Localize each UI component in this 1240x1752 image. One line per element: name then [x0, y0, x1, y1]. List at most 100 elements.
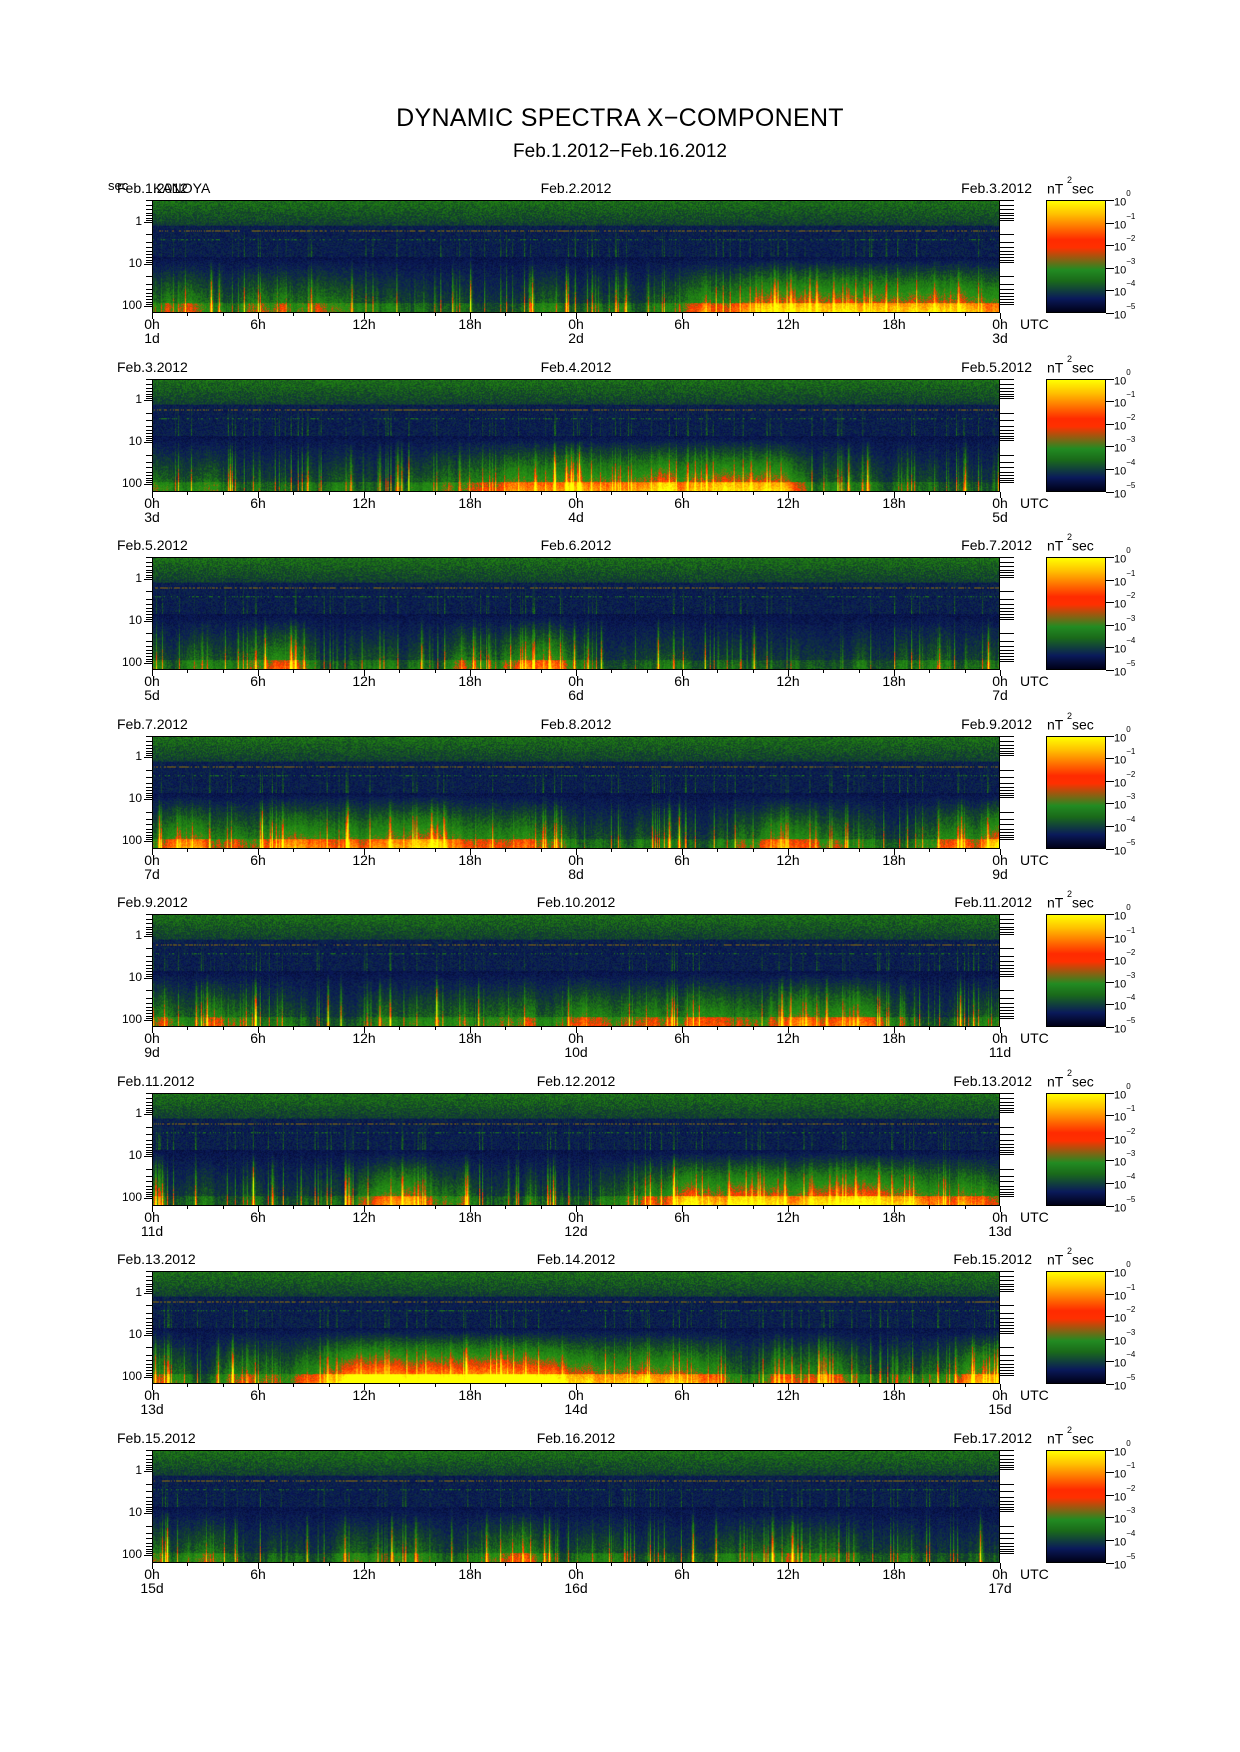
colorbar-label: 10−1: [1114, 747, 1136, 767]
panel-date-left: Feb.3.2012: [117, 358, 188, 375]
y-minor-tick-right: [1000, 1449, 1014, 1451]
y-minor-tick: [146, 1017, 152, 1019]
x-tick-label: 6h: [674, 494, 690, 511]
colorbar-label: 10−1: [1114, 568, 1136, 589]
y-minor-tick: [146, 1112, 152, 1114]
colorbar-label: 10−2: [1114, 1483, 1136, 1504]
y-minor-tick: [146, 640, 152, 642]
day-label: 13d: [140, 1401, 164, 1417]
y-minor-tick: [146, 608, 152, 610]
y-minor-tick-right: [1000, 1146, 1014, 1148]
spectra-panel: Feb.15.2012 Feb.16.2012 Feb.17.2012 nT 2sec…: [0, 1416, 1240, 1596]
x-tick-mark: [788, 1562, 789, 1569]
x-tick-mark: [788, 1205, 789, 1212]
y-tick-mark: [144, 484, 152, 486]
y-minor-tick-right: [1000, 200, 1014, 201]
x-tick-mark: [434, 670, 436, 673]
y-minor-tick: [146, 1491, 152, 1493]
x-tick-label: 18h: [882, 1565, 906, 1582]
y-minor-tick: [146, 591, 152, 593]
y-minor-tick: [146, 215, 152, 217]
colorbar-tick: [1106, 959, 1114, 961]
colorbar-label: 10−3: [1114, 970, 1136, 991]
y-tick-mark: [144, 662, 152, 664]
x-tick-label: 0h: [568, 316, 584, 332]
colorbar-label: 10−1: [1114, 1461, 1136, 1481]
x-tick-label: 18h: [882, 1208, 906, 1225]
x-tick-mark: [894, 1205, 895, 1212]
x-tick-mark: [399, 491, 401, 495]
x-tick-label: 6h: [250, 1030, 266, 1046]
y-tick-label: 1: [135, 213, 142, 228]
y-minor-tick: [146, 1325, 152, 1327]
y-minor-tick: [146, 834, 152, 836]
x-tick-mark: [611, 1205, 613, 1209]
colorbar: [1046, 735, 1106, 849]
x-tick-mark: [258, 313, 259, 319]
x-tick-label: 0h: [144, 1565, 160, 1582]
colorbar-tick: [1106, 825, 1114, 827]
x-tick-mark: [540, 1384, 542, 1387]
y-minor-tick-right: [1000, 990, 1014, 992]
y-unit-label: sec: [108, 178, 129, 193]
y-minor-tick-right: [1000, 247, 1014, 249]
y-minor-tick: [146, 1364, 152, 1366]
colorbar-tick: [1106, 1384, 1114, 1385]
y-minor-tick-right: [1000, 1469, 1014, 1471]
x-tick-label: 12h: [776, 1387, 800, 1403]
y-minor-tick-right: [1000, 438, 1014, 440]
x-tick-mark: [152, 670, 153, 676]
panel-date-left: Feb.9.2012: [117, 894, 188, 910]
y-minor-tick: [146, 1454, 152, 1456]
y-minor-tick: [146, 200, 152, 201]
x-tick-label: 6h: [674, 673, 690, 689]
day-label: 7d: [144, 865, 160, 882]
x-tick-mark: [187, 670, 189, 673]
y-minor-tick: [146, 795, 152, 797]
colorbar-label: 10−4: [1114, 993, 1136, 1014]
y-minor-tick-right: [1000, 557, 1014, 558]
x-tick-label: 6h: [250, 494, 266, 511]
colorbar: [1046, 1092, 1106, 1206]
colorbar-tick: [1106, 803, 1114, 805]
y-minor-tick-right: [1000, 1097, 1014, 1099]
y-minor-tick-right: [1000, 1191, 1014, 1193]
colorbar-tick: [1106, 1027, 1114, 1028]
y-minor-tick-right: [1000, 435, 1014, 437]
y-minor-tick-right: [1000, 1305, 1014, 1307]
y-tick-label: 10: [128, 1148, 142, 1163]
colorbar-label: 10−1: [1114, 925, 1136, 946]
y-minor-tick-right: [1000, 1551, 1014, 1553]
x-tick-mark: [470, 1027, 471, 1033]
x-tick-mark: [752, 1562, 754, 1566]
x-tick-mark: [894, 313, 895, 319]
y-minor-tick: [146, 811, 152, 813]
x-tick-mark: [929, 1562, 931, 1566]
x-tick-label: 6h: [250, 1387, 266, 1403]
chart-title: DYNAMIC SPECTRA X−COMPONENT: [396, 104, 844, 132]
utc-label: UTC: [1020, 851, 1049, 868]
colorbar-unit: nT 2sec: [1047, 1424, 1094, 1447]
y-minor-tick: [146, 574, 152, 576]
y-minor-tick: [146, 1347, 152, 1349]
colorbar-tick: [1106, 1004, 1114, 1006]
y-minor-tick: [146, 283, 152, 285]
y-minor-tick: [146, 396, 152, 398]
y-minor-tick: [146, 658, 152, 660]
y-minor-tick-right: [1000, 608, 1014, 610]
y-minor-tick: [146, 212, 152, 214]
x-tick-label: 0h: [992, 1387, 1008, 1403]
y-minor-tick-right: [1000, 1454, 1014, 1456]
colorbar-unit: nT 2sec: [1047, 1246, 1094, 1268]
x-tick-mark: [1000, 1205, 1001, 1212]
y-minor-tick-right: [1000, 572, 1014, 574]
y-minor-tick: [146, 254, 152, 256]
y-tick-mark: [144, 757, 152, 759]
colorbar-label: 100: [1114, 1081, 1131, 1102]
x-tick-mark: [434, 1205, 436, 1209]
y-minor-tick-right: [1000, 276, 1014, 278]
y-minor-tick-right: [1000, 254, 1014, 256]
x-tick-mark: [823, 1384, 825, 1387]
y-minor-tick: [146, 1126, 152, 1128]
day-label: 16d: [564, 1579, 588, 1596]
